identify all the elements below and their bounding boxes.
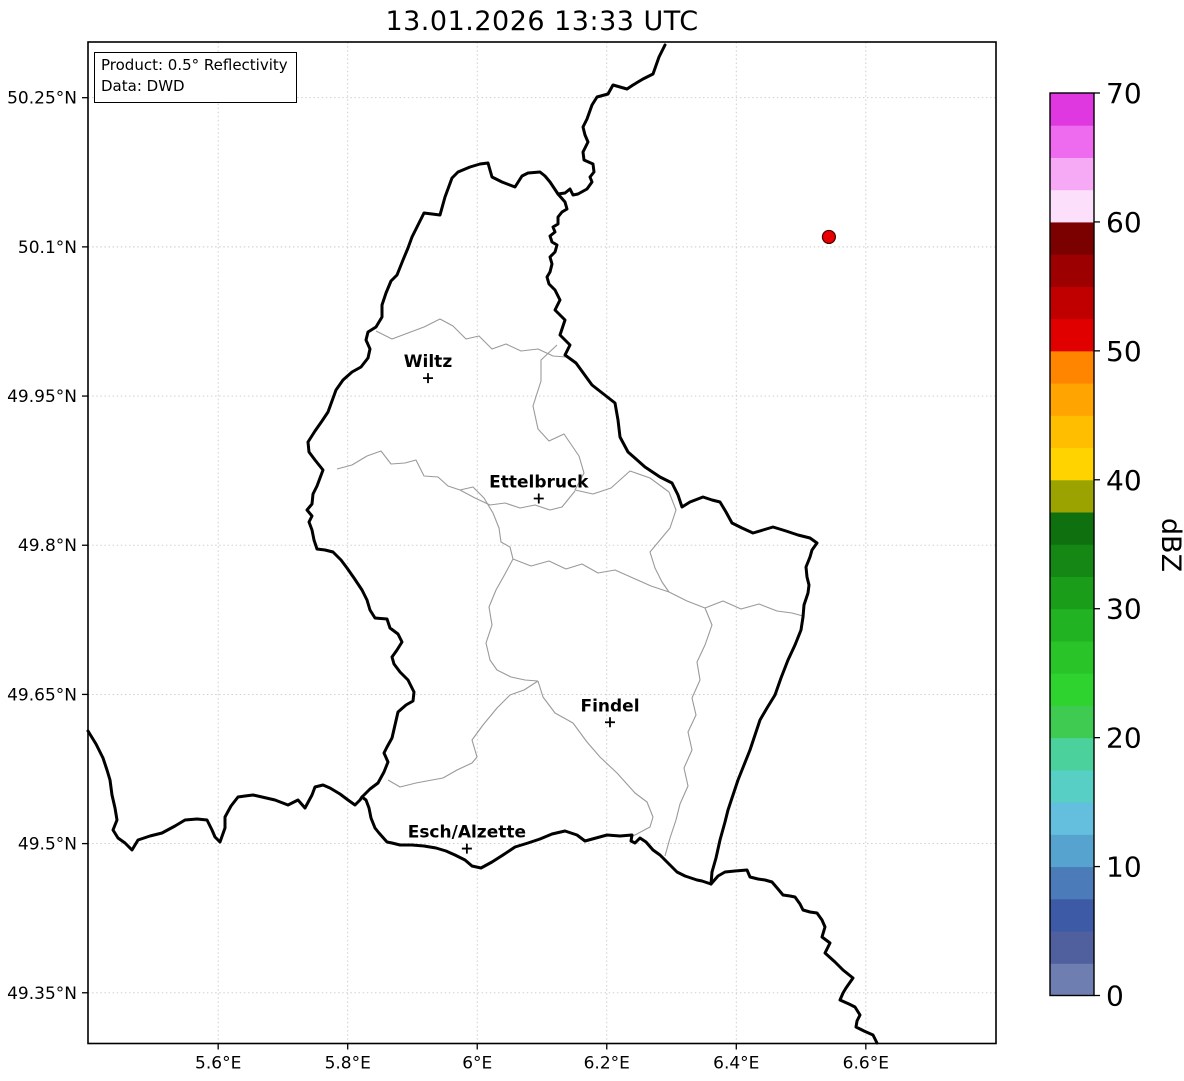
- colorbar-segment: [1050, 608, 1094, 642]
- colorbar-segment: [1050, 189, 1094, 223]
- x-tick-label: 6.6°E: [843, 1054, 889, 1074]
- x-tick-label: 5.8°E: [325, 1054, 371, 1074]
- colorbar-segment: [1050, 898, 1094, 932]
- colorbar-segment: [1050, 963, 1094, 996]
- city-label: Findel: [580, 696, 639, 716]
- x-tick-label: 6.4°E: [713, 1054, 759, 1074]
- radar-echo-dot: [821, 229, 837, 245]
- colorbar-segment: [1050, 802, 1094, 835]
- colorbar-tick-label: 40: [1106, 464, 1142, 497]
- y-tick-label: 49.5°N: [18, 835, 77, 855]
- colorbar-segment: [1050, 447, 1094, 481]
- colorbar-segment: [1050, 254, 1094, 287]
- colorbar: 0 10 20 30 40 50 60 70 dBZ: [1049, 77, 1184, 1013]
- colorbar-segment: [1050, 769, 1094, 803]
- canton-border-line: [459, 489, 576, 511]
- colorbar-segment: [1050, 705, 1094, 739]
- y-tick-label: 50.1°N: [18, 238, 77, 258]
- colorbar-segment: [1050, 673, 1094, 706]
- colorbar-segment: [1050, 415, 1094, 449]
- colorbar-segment: [1050, 350, 1094, 384]
- product-info-box: Product: 0.5° Reflectivity Data: DWD: [94, 52, 297, 103]
- colorbar-segment: [1050, 383, 1094, 416]
- colorbar-segment: [1050, 512, 1094, 545]
- y-tick-label: 49.8°N: [18, 536, 77, 556]
- colorbar-segment: [1050, 737, 1094, 771]
- country-borders: [86, 43, 879, 1045]
- city-label: Ettelbruck: [489, 472, 589, 492]
- colorbar-tick-label: 70: [1106, 77, 1142, 110]
- colorbar-tick-label: 20: [1106, 722, 1142, 755]
- colorbar-segment: [1050, 479, 1094, 513]
- product-line: Product: 0.5° Reflectivity: [101, 56, 288, 74]
- colorbar-segment: [1050, 93, 1094, 126]
- colorbar-segment: [1050, 318, 1094, 352]
- colorbar-frame: [1049, 92, 1095, 997]
- colorbar-tick-label: 50: [1106, 335, 1142, 368]
- canton-border-line: [649, 491, 677, 593]
- y-tick-label: 49.65°N: [7, 685, 77, 705]
- y-tick-label: 50.25°N: [7, 89, 77, 109]
- x-tick-label: 6°E: [462, 1054, 492, 1074]
- colorbar-segment: [1050, 157, 1094, 191]
- canton-borders: [336, 318, 804, 857]
- canton-border-line: [375, 318, 567, 358]
- city-layer: Wiltz Ettelbruck Findel Esch/Alzette: [404, 352, 640, 854]
- canton-border-line: [532, 344, 670, 495]
- x-tick-label: 6.2°E: [584, 1054, 630, 1074]
- data-source-line: Data: DWD: [101, 77, 185, 96]
- y-tick-label: 49.35°N: [7, 984, 77, 1004]
- grid-layer: [88, 42, 996, 1044]
- belgium-germany-border: [556, 43, 667, 197]
- x-tick-label: 5.6°E: [195, 1054, 241, 1074]
- colorbar-segment: [1050, 286, 1094, 320]
- colorbar-tick-label: 60: [1106, 206, 1142, 239]
- y-tick-label: 49.95°N: [7, 387, 77, 407]
- colorbar-unit-label: dBZ: [1155, 518, 1184, 572]
- city-marker: [423, 373, 434, 384]
- colorbar-segment: [1050, 544, 1094, 577]
- canton-border-line: [387, 680, 539, 788]
- city-label: Wiltz: [404, 352, 453, 372]
- canton-border-line: [537, 680, 654, 837]
- canton-border-line: [336, 450, 514, 560]
- canton-border-line: [485, 558, 539, 682]
- figure-title: 13.01.2026 13:33 UTC: [385, 6, 699, 37]
- colorbar-segment: [1050, 834, 1094, 868]
- colorbar-tick-label: 30: [1106, 593, 1142, 626]
- city-marker: [605, 717, 616, 728]
- plot-frame: [87, 41, 997, 1045]
- city-marker: [533, 493, 544, 504]
- france-germany-border: [709, 868, 879, 1045]
- colorbar-segment: [1050, 640, 1094, 674]
- city-label: Esch/Alzette: [408, 823, 526, 843]
- belgium-france-border: [86, 729, 364, 852]
- colorbar-tick-label: 0: [1106, 980, 1124, 1013]
- luxembourg-border: [305, 161, 819, 886]
- colorbar-segment: [1050, 576, 1094, 610]
- axes-frame-layer: 5.6°E 5.8°E 6°E 6.2°E 6.4°E 6.6°E 50.25°N 50.1°…: [7, 41, 997, 1074]
- colorbar-segment: [1050, 866, 1094, 900]
- colorbar-segment: [1050, 221, 1094, 255]
- colorbar-tick-label: 10: [1106, 851, 1142, 884]
- radar-echo-layer: [821, 229, 837, 245]
- city-marker: [461, 843, 472, 854]
- colorbar-segment: [1050, 125, 1094, 158]
- colorbar-segment: [1050, 931, 1094, 964]
- canton-border-line: [664, 607, 713, 857]
- canton-border-line: [512, 558, 804, 617]
